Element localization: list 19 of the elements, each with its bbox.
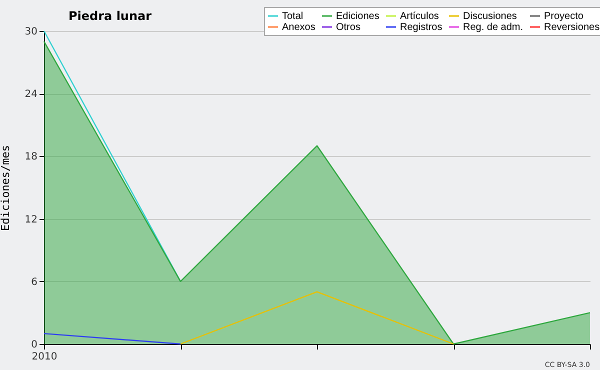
legend-label: Registros: [400, 22, 442, 33]
legend-label: Otros: [336, 22, 360, 33]
y-tick-label: 18: [24, 152, 38, 163]
legend-label: Artículos: [400, 11, 439, 22]
x-tick-label: 2010: [32, 352, 58, 362]
y-tick-label: 24: [24, 89, 38, 100]
y-axis-title: Ediciones/mes: [0, 144, 12, 232]
legend-label: Ediciones: [336, 11, 380, 22]
legend-label: Discusiones: [463, 11, 517, 22]
y-tick-label: 0: [31, 340, 38, 350]
y-tick-label: 6: [31, 276, 38, 288]
legend-label: Anexos: [282, 22, 316, 33]
legend-label: Reg. de adm.: [463, 22, 524, 33]
chart-title: Piedra lunar: [68, 9, 152, 23]
legend-label: Proyecto: [544, 11, 584, 22]
legend-label: Total: [282, 11, 304, 22]
y-tick-label: 12: [24, 214, 38, 226]
legend-label: Reversiones: [544, 22, 600, 33]
y-tick-label: 30: [24, 26, 38, 38]
